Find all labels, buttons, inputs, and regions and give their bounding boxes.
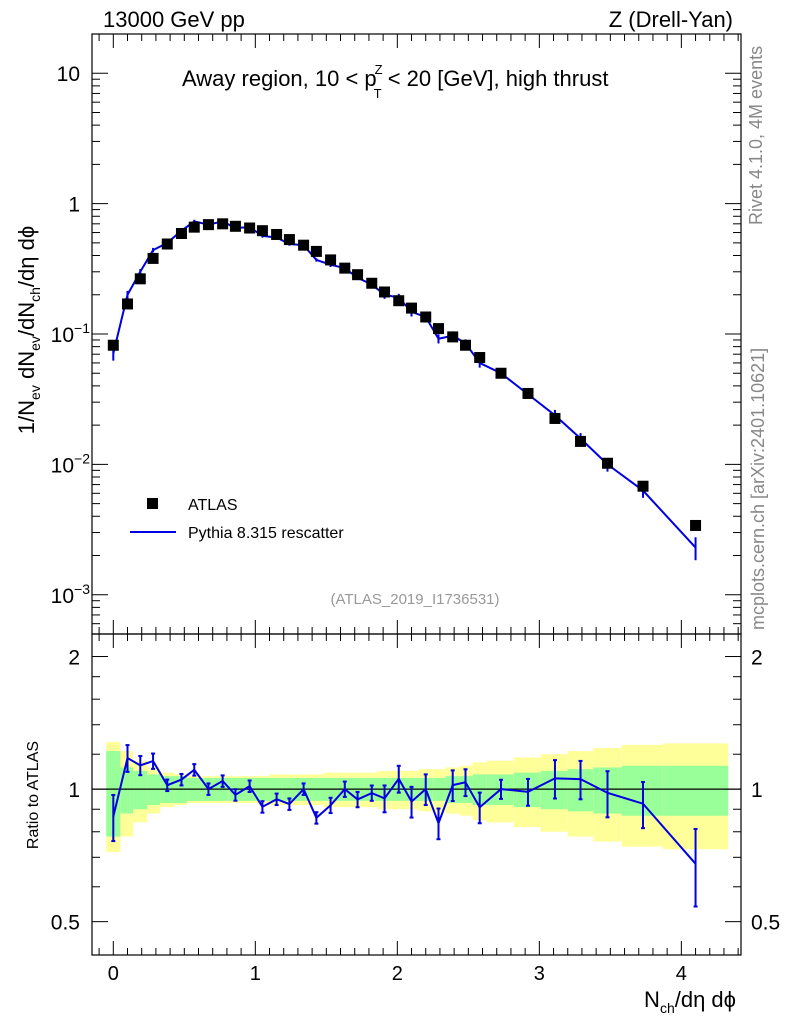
title-sub: T (374, 86, 382, 101)
ratio-y-tick-label-right: 2 (751, 647, 763, 670)
atlas-data-point (495, 367, 507, 379)
atlas-data-point (459, 339, 471, 351)
ratio-y-tick-label: 1 (68, 779, 80, 802)
main-panel: 0 1 2 3 4 10 1 10−1 10−2 10−3 (51, 33, 742, 985)
atlas-data-point (256, 225, 268, 237)
atlas-data-point (310, 245, 322, 257)
atlas-data-point (339, 262, 351, 274)
x-tick-label: 3 (534, 963, 545, 985)
ratio-y-tick-label: 0.5 (51, 912, 80, 935)
band-green-segment (120, 767, 134, 814)
atlas-data-point (271, 228, 283, 240)
atlas-data-point (202, 219, 214, 231)
atlas-data-point (637, 480, 649, 492)
band-green-segment (106, 751, 121, 837)
xlabel-sub: ch (660, 1000, 675, 1016)
chart-title: Away region, 10 < pZ T < 20 [GeV], high t… (182, 62, 608, 101)
atlas-data-point (188, 221, 200, 233)
atlas-data-point (175, 227, 187, 239)
legend-atlas-label: ATLAS (188, 497, 238, 514)
atlas-data-point (161, 238, 173, 250)
x-tick-label: 4 (676, 963, 687, 985)
y-tick-label: 10−1 (51, 320, 91, 347)
legend-atlas-marker (147, 498, 158, 509)
legend-mc-label: Pythia 8.315 rescatter (188, 525, 344, 542)
atlas-data-point (575, 435, 587, 447)
xlabel-main: N (644, 987, 660, 1012)
atlas-data-point (433, 323, 445, 335)
rivet-version-label: Rivet 4.1.0, 4M events (746, 46, 766, 225)
atlas-data-point (352, 269, 364, 281)
atlas-data-point (447, 331, 459, 343)
band-green-segment (472, 774, 487, 806)
atlas-data-point (420, 311, 432, 323)
y-tick-label: 10−2 (51, 450, 91, 477)
atlas-data-point (298, 239, 310, 251)
atlas-data-point (134, 273, 146, 285)
title-sup: Z (375, 62, 383, 77)
svg-text:1/Nev dNev/dNch/dη dϕ: 1/Nev dNev/dNch/dη dϕ (14, 226, 43, 434)
band-green-segment (147, 774, 161, 806)
atlas-data-point (283, 234, 295, 246)
atlas-data-point (147, 252, 159, 264)
atlas-data-point (379, 286, 391, 298)
ratio-ylabel: Ratio to ATLAS (25, 741, 42, 849)
atlas-data-point (366, 277, 378, 289)
y-tick-label: 10 (57, 63, 80, 86)
y-tick-label: 1 (68, 194, 80, 217)
xlabel-rest: /dη dϕ (675, 987, 736, 1012)
band-green-segment (133, 770, 148, 810)
analysis-tag: (ATLAS_2019_I1736531) (330, 591, 499, 608)
main-frame (91, 33, 742, 635)
title-suffix: < 20 [GeV], high thrust (382, 66, 609, 91)
main-ylabel: 1/Nev dNev/dNch/dη dϕ (14, 226, 43, 434)
ratio-y-tick-label-right: 1 (751, 779, 763, 802)
atlas-data-point (122, 298, 134, 310)
ratio-y-tick-label-right: 0.5 (751, 912, 780, 935)
atlas-data-point (522, 387, 534, 399)
x-tick-label: 0 (108, 963, 119, 985)
atlas-data-point (244, 222, 256, 234)
mcplots-label: mcplots.cern.ch [arXiv:2401.10621] (748, 348, 768, 630)
atlas-data-point (549, 412, 561, 424)
atlas-data-point (406, 302, 418, 314)
ratio-y-tick-label: 2 (68, 647, 80, 670)
atlas-data-point (107, 339, 119, 351)
x-tick-label: 1 (250, 963, 261, 985)
atlas-data-point (229, 220, 241, 232)
legend: ATLAS Pythia 8.315 rescatter (130, 497, 344, 542)
x-tick-label: 2 (392, 963, 403, 985)
atlas-data-point (325, 254, 337, 266)
atlas-data-point (393, 295, 405, 307)
energy-label: 13000 GeV pp (103, 7, 245, 32)
process-label: Z (Drell-Yan) (609, 7, 733, 32)
atlas-data-point (690, 519, 702, 531)
title-prefix: Away region, 10 < p (182, 66, 377, 91)
ratio-panel: 2 2 1 1 0.5 0.5 (51, 633, 780, 956)
band-green-segment (662, 765, 729, 816)
ratio-frame (91, 633, 742, 956)
y-tick-label: 10−3 (51, 581, 91, 608)
atlas-data-point (474, 352, 486, 364)
x-axis-label: Nch/dη dϕ (644, 987, 736, 1016)
atlas-data-point (602, 457, 614, 469)
atlas-data-point (217, 218, 229, 230)
